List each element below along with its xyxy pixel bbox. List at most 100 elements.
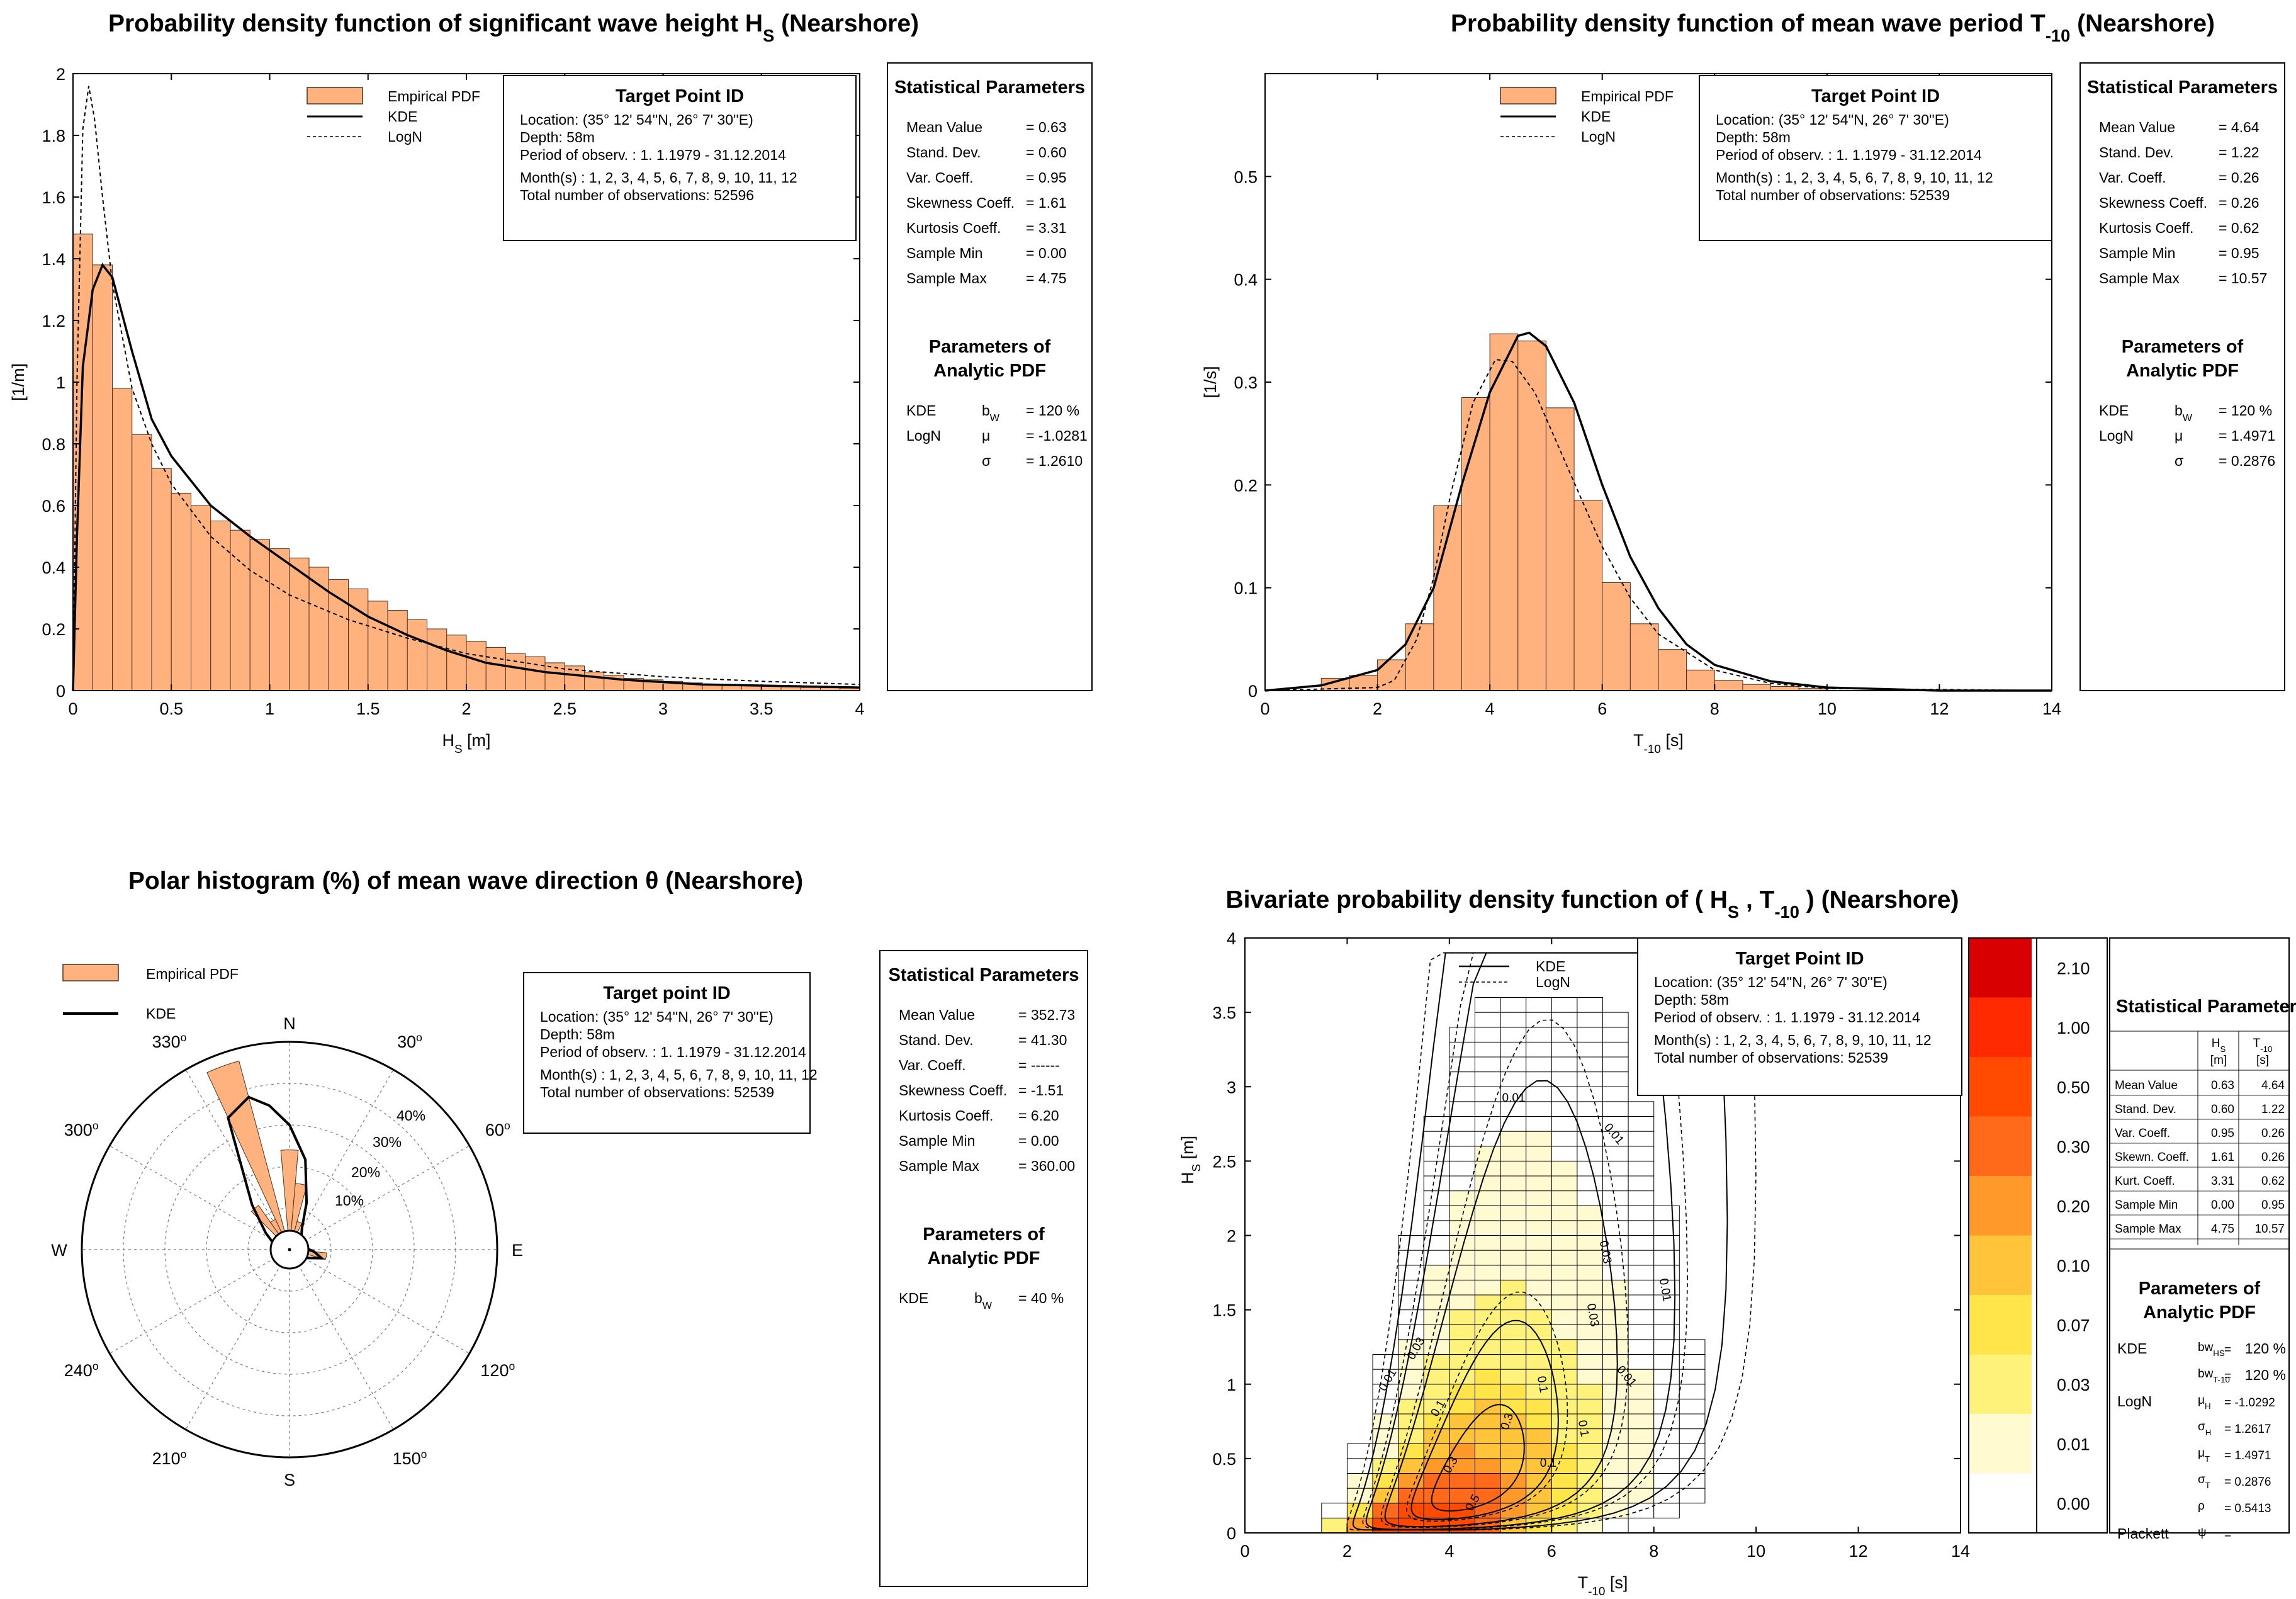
histogram-bar	[1545, 407, 1575, 691]
heat-cell	[1449, 1160, 1475, 1177]
stats-row-value: = 352.73	[1018, 1007, 1075, 1023]
heat-cell	[1526, 1279, 1552, 1296]
col-head: T-10	[2253, 1037, 2273, 1054]
x-tick-label: 8	[1649, 1542, 1658, 1561]
label-part: H	[442, 731, 454, 750]
label-part: HS	[2213, 1348, 2225, 1358]
heat-cell	[1526, 1205, 1552, 1221]
params-title: Parameters of	[2139, 1279, 2261, 1299]
heat-cell	[1423, 1488, 1450, 1504]
heat-cell	[1398, 1369, 1424, 1385]
label-part: 150	[393, 1449, 421, 1468]
histogram-bar	[1461, 397, 1490, 691]
stats-box-title: Statistical Parameters	[2087, 77, 2278, 98]
polar-grid	[82, 1042, 497, 1457]
heat-cell	[1577, 1339, 1603, 1355]
heat-cell	[1602, 1294, 1629, 1311]
label-part: -10	[1588, 1585, 1605, 1598]
polar-spoke	[109, 1145, 290, 1250]
stats-row-value: = 0.63	[1026, 119, 1067, 135]
histogram-bar	[348, 588, 369, 691]
polar-spoke	[289, 1249, 470, 1354]
heat-cell	[1449, 1027, 1475, 1042]
heat-cell	[1679, 1488, 1706, 1504]
heat-cell	[1526, 1488, 1552, 1504]
stats-row-value: = 4.64	[2219, 119, 2259, 135]
target-box-line: Total number of observations: 52596	[520, 187, 754, 203]
polar-ring-label: 10%	[335, 1192, 364, 1209]
heat-cell	[1526, 1027, 1552, 1042]
heat-cell	[1628, 1294, 1655, 1311]
y-axis-label: HS [m]	[1178, 1136, 1203, 1184]
label-part: μ	[2175, 427, 2183, 444]
param-symbol: bW	[2175, 402, 2193, 424]
stats-row-value: = 360.00	[1018, 1158, 1075, 1174]
heat-cell	[1653, 1413, 1680, 1430]
heat-cell	[1474, 1101, 1501, 1117]
param-name: LogN	[2117, 1393, 2152, 1410]
heat-cell	[1500, 1160, 1527, 1177]
histogram-bar	[269, 548, 290, 691]
heat-cell	[1398, 1398, 1424, 1415]
param-value: = -1.0292	[2224, 1396, 2275, 1410]
heat-cell	[1602, 1101, 1629, 1117]
colorbar-label: 1.00	[2057, 1019, 2090, 1037]
label-part: T	[1633, 731, 1644, 750]
heat-cell	[1449, 1146, 1475, 1161]
chart-hs_pdf: Probability density function of signific…	[9, 10, 1093, 756]
label-part: H	[2205, 1428, 2212, 1437]
y-tick-label: 0.5	[1212, 1450, 1236, 1469]
heat-cell	[1551, 1116, 1578, 1132]
contour-label: 0.1	[1534, 1375, 1550, 1394]
colorbar-label: 0.30	[2057, 1138, 2090, 1156]
heat-cell	[1398, 1443, 1424, 1459]
label-part: μ	[2198, 1394, 2205, 1407]
polar-sector	[280, 1150, 299, 1250]
stats-row-label: Sample Min	[899, 1133, 975, 1149]
x-tick-label: 0	[1240, 1542, 1249, 1561]
heat-cell	[1628, 1205, 1655, 1221]
stats-row-value: = -1.51	[1018, 1082, 1064, 1099]
params-title: Parameters of	[2122, 337, 2244, 357]
y-tick-label: 3	[1227, 1078, 1236, 1097]
histogram-bar	[1742, 684, 1772, 691]
target-box-frame	[1637, 937, 1962, 1096]
stats-row-label: Stand. Dev.	[906, 144, 981, 161]
target-box-frame	[1699, 75, 2052, 241]
y-tick-label: 0.2	[1234, 476, 1258, 495]
heat-cell	[1526, 1101, 1552, 1117]
param-symbol: bwHS	[2198, 1341, 2225, 1358]
heat-cell	[1500, 1146, 1527, 1161]
heat-cell	[1628, 1190, 1655, 1206]
contour-kde-05	[1431, 1404, 1525, 1512]
heat-cell	[1449, 1369, 1475, 1385]
x-tick-label: 12	[1930, 699, 1949, 718]
label-part: [m]	[463, 731, 491, 750]
heat-cell	[1398, 1250, 1424, 1266]
heat-cell	[1449, 1190, 1475, 1206]
param-symbol: ψ	[2198, 1526, 2207, 1539]
stats-row-value-hs: 0.60	[2211, 1103, 2234, 1116]
stats-row-label: Var. Coeff.	[906, 169, 974, 186]
heat-cell	[1526, 1428, 1552, 1444]
stats-box-title: Statistical Parameters	[2116, 997, 2296, 1017]
y-tick-label: 1.6	[42, 188, 65, 207]
legend: Empirical PDF KDE LogN	[307, 87, 480, 145]
target-box-line: Depth: 58m	[540, 1026, 615, 1042]
heat-cell	[1551, 1235, 1578, 1251]
heat-cell	[1423, 1324, 1450, 1340]
target-box-line: Location: (35° 12' 54''N, 26° 7' 30''E)	[1716, 111, 1949, 128]
colorbar-label: 2.10	[2057, 959, 2090, 978]
heat-cell	[1449, 1265, 1475, 1280]
y-tick-label: 0.4	[1234, 271, 1258, 290]
heat-cell	[1602, 1071, 1629, 1087]
histogram-bar	[407, 619, 427, 691]
histogram-bar	[132, 434, 152, 691]
target-box-line: Total number of observations: 52539	[540, 1084, 774, 1100]
heat-cell	[1653, 1488, 1680, 1504]
param-value: = 1.2617	[2224, 1423, 2271, 1436]
colorbar: 2.10 1.00 0.50 0.30 0.20 0.10 0.07 0.03 0.01 0.00	[1968, 937, 2108, 1534]
param-value: = 40 %	[1018, 1290, 1064, 1306]
heat-cell	[1551, 1027, 1578, 1042]
polar-outer-ring	[81, 1041, 498, 1459]
